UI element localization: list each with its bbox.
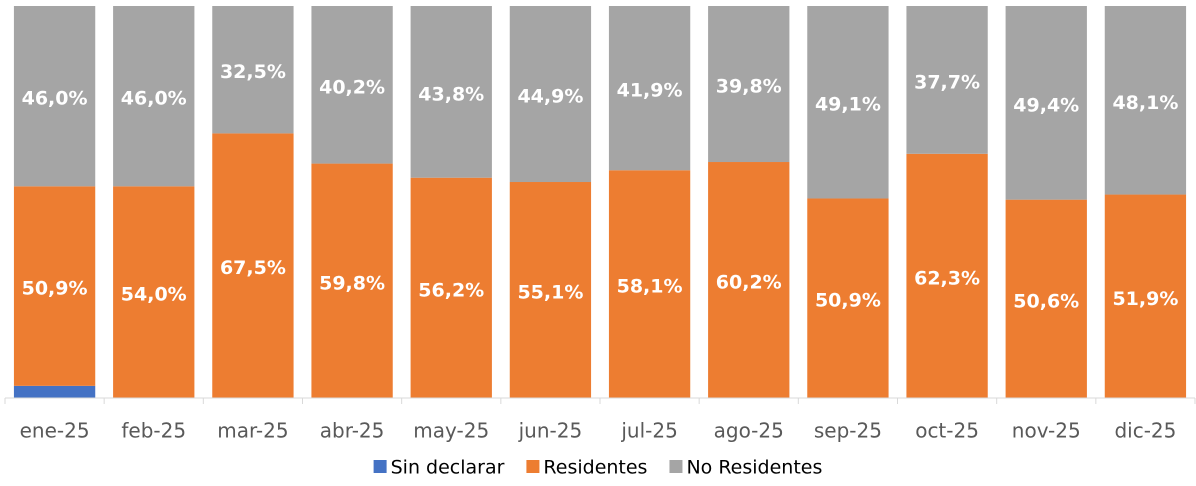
bar-segment [1104, 6, 1187, 195]
x-tick-label: dic-25 [1114, 419, 1176, 443]
data-label: 39,8% [716, 76, 782, 98]
bar-segment [311, 6, 393, 164]
bar-segment [1104, 194, 1187, 398]
data-label: 32,5% [220, 61, 286, 83]
bar-segment [906, 6, 988, 154]
data-label: 50,9% [22, 278, 88, 300]
bar-segment [1005, 199, 1087, 398]
bar-segment [708, 6, 790, 163]
x-tick-label: feb-25 [121, 419, 186, 443]
data-label: 55,1% [517, 282, 583, 304]
bar-segment [410, 177, 492, 398]
legend-swatch [669, 460, 683, 473]
bar-segment [113, 186, 195, 398]
data-label: 48,1% [1112, 92, 1178, 114]
x-tick-label: jun-25 [518, 419, 583, 443]
data-label: 67,5% [220, 257, 286, 279]
legend-label: Residentes [543, 457, 647, 479]
bar-segment [807, 6, 889, 199]
legend-label: Sin declarar [391, 457, 505, 479]
data-label: 44,9% [517, 86, 583, 108]
data-label: 62,3% [914, 267, 980, 289]
bar-segment [1005, 6, 1087, 200]
x-tick-label: ago-25 [714, 419, 784, 443]
data-label: 54,0% [121, 284, 187, 306]
data-label: 51,9% [1112, 288, 1178, 310]
x-tick-label: sep-25 [814, 419, 882, 443]
bar-segment [410, 6, 492, 178]
legend-label: No Residentes [686, 457, 822, 479]
legend-swatch [373, 460, 387, 473]
bar-segment [608, 170, 691, 398]
bar-segment [311, 163, 393, 398]
data-label: 40,2% [319, 76, 385, 98]
bar-segment [13, 186, 96, 386]
x-tick-label: nov-25 [1012, 419, 1081, 443]
legend-swatch [526, 460, 540, 473]
data-label: 50,6% [1013, 290, 1079, 312]
x-tick-label: oct-25 [915, 419, 979, 443]
data-label: 46,0% [22, 88, 88, 110]
bar-segment [509, 182, 592, 398]
bar-segment [13, 6, 96, 187]
data-label: 50,9% [815, 290, 881, 312]
data-label: 37,7% [914, 71, 980, 93]
data-label: 49,1% [815, 94, 881, 116]
x-tick-label: ene-25 [20, 419, 90, 443]
data-label: 59,8% [319, 272, 385, 294]
bar-segment [509, 6, 592, 183]
bar-segment [212, 133, 294, 398]
data-label: 60,2% [716, 272, 782, 294]
x-tick-label: jul-25 [620, 419, 677, 443]
data-label: 56,2% [418, 279, 484, 301]
x-tick-label: may-25 [413, 419, 489, 443]
legend: Sin declarar Residentes No Residentes [373, 457, 822, 479]
bar-segment [807, 198, 889, 398]
data-label: 49,4% [1013, 94, 1079, 116]
x-tick-label: abr-25 [320, 419, 385, 443]
bar-segment [608, 6, 691, 171]
bar-segment [13, 385, 96, 398]
data-label: 58,1% [617, 276, 683, 298]
bar-segment [708, 162, 790, 398]
x-tick-label: mar-25 [217, 419, 288, 443]
data-label: 46,0% [121, 88, 187, 110]
bar-segment [113, 6, 195, 187]
data-label: 43,8% [418, 83, 484, 105]
data-label: 41,9% [617, 80, 683, 102]
bar-segment [906, 153, 988, 398]
bar-segment [212, 6, 294, 134]
